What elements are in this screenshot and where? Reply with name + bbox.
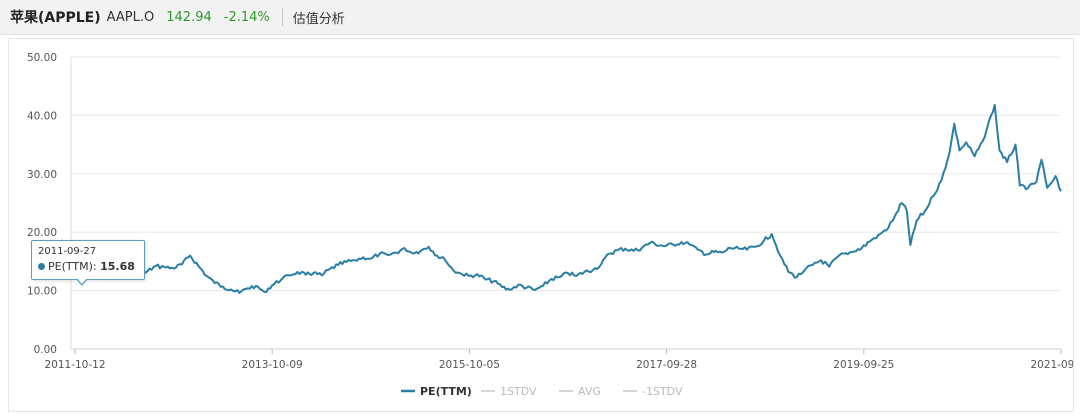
y-tick-label: 30.00 [27,169,57,181]
legend-entry-1stdv[interactable]: 1STDV [500,385,537,398]
x-tick-label: 2019-09-25 [833,359,894,371]
y-tick-label: 50.00 [27,52,57,64]
x-tick-label: 2015-10-05 [439,359,500,371]
header-divider [281,8,283,26]
price-change: -2.14% [223,9,270,25]
company-name: 苹果(APPLE) [10,10,101,26]
x-tick-label: 2021-09-20 [1030,359,1073,371]
title-bar: 苹果(APPLE) AAPL.O 142.94 -2.14% 估值分析 [0,0,1080,35]
tooltip-series-name: PE(TTM) [48,260,93,273]
pe-line-chart: 0.00 10.00 20.00 30.00 40.00 50.00 2011-10-12 2… [27,52,1073,398]
data-tooltip: 2011-09-27 PE(TTM): 15.68 [31,240,145,286]
tooltip-row: PE(TTM): 15.68 [38,260,135,273]
tooltip-pointer-inner [77,278,87,284]
legend-entry-pe-ttm-[interactable]: PE(TTM) [420,385,472,398]
tooltip-value: 15.68 [100,260,135,273]
valuation-analysis-tab[interactable]: 估值分析 [292,11,345,27]
pe-chart-panel: 0.00 10.00 20.00 30.00 40.00 50.00 2011-10-12 2… [8,38,1074,412]
y-tick-label: 40.00 [27,110,57,122]
tooltip-series-dot [38,263,45,270]
tooltip-date: 2011-09-27 [38,246,97,257]
pe-ttm-series-line [70,103,1062,294]
y-tick-label: 20.00 [27,227,57,239]
x-tick-label: 2011-10-12 [44,359,105,371]
x-tick-label: 2017-09-28 [636,359,697,371]
y-tick-label: 0.00 [34,344,57,356]
stock-price: 142.94 [166,9,212,25]
ticker-symbol: AAPL.O [106,9,155,25]
x-tick-label: 2013-10-09 [242,359,303,371]
y-tick-label: 10.00 [27,286,57,298]
legend-entry--1stdv[interactable]: -1STDV [642,385,683,398]
legend-entry-avg[interactable]: AVG [578,385,601,398]
